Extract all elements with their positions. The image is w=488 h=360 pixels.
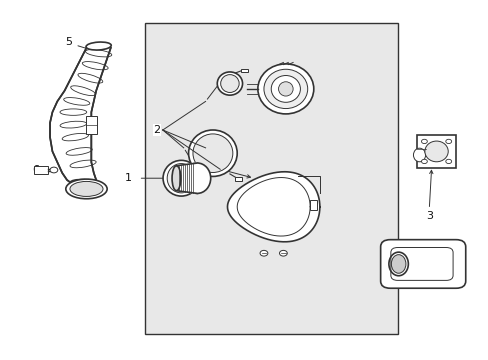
- Circle shape: [260, 250, 267, 256]
- Ellipse shape: [70, 180, 98, 188]
- Ellipse shape: [73, 181, 95, 186]
- Ellipse shape: [390, 255, 405, 273]
- Text: 5: 5: [65, 37, 72, 47]
- Ellipse shape: [172, 166, 181, 191]
- Circle shape: [421, 139, 427, 144]
- Ellipse shape: [424, 141, 447, 162]
- Text: 2: 2: [153, 125, 160, 135]
- Ellipse shape: [66, 179, 107, 199]
- Polygon shape: [227, 172, 319, 242]
- Ellipse shape: [278, 82, 292, 96]
- Circle shape: [421, 159, 427, 163]
- Bar: [34, 166, 48, 174]
- FancyBboxPatch shape: [416, 135, 455, 168]
- Bar: [144, 23, 397, 334]
- Ellipse shape: [257, 64, 313, 114]
- Text: 1: 1: [125, 173, 132, 183]
- Ellipse shape: [183, 163, 210, 193]
- Circle shape: [445, 139, 451, 144]
- Circle shape: [50, 167, 58, 173]
- Ellipse shape: [220, 75, 239, 93]
- Text: 6: 6: [32, 165, 39, 175]
- Circle shape: [445, 159, 451, 163]
- Bar: [235, 177, 242, 181]
- Ellipse shape: [167, 163, 195, 193]
- Ellipse shape: [163, 160, 199, 196]
- Ellipse shape: [188, 130, 237, 176]
- Text: 3: 3: [425, 211, 432, 221]
- Ellipse shape: [264, 69, 307, 109]
- Ellipse shape: [271, 76, 300, 102]
- Bar: [241, 68, 247, 72]
- Ellipse shape: [193, 134, 232, 172]
- Ellipse shape: [86, 42, 111, 50]
- Ellipse shape: [217, 72, 242, 95]
- Bar: [309, 200, 317, 210]
- Ellipse shape: [413, 148, 425, 162]
- Bar: [85, 116, 97, 134]
- Polygon shape: [50, 48, 111, 184]
- Circle shape: [279, 250, 287, 256]
- FancyBboxPatch shape: [380, 240, 465, 288]
- Text: 4: 4: [425, 277, 432, 287]
- Polygon shape: [176, 163, 197, 193]
- Ellipse shape: [70, 181, 103, 197]
